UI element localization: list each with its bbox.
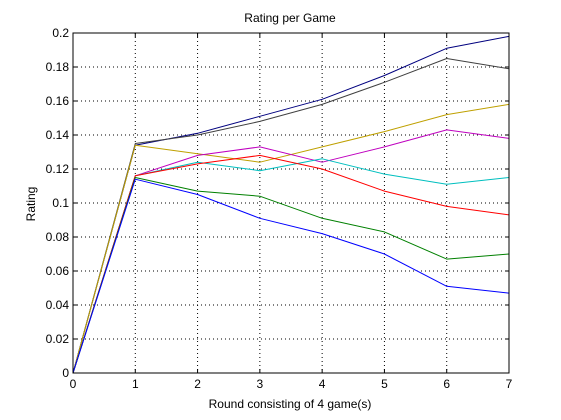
- x-tick-label: 5: [381, 377, 388, 391]
- series-line-2: [72, 58, 510, 374]
- chart-title: Rating per Game: [244, 11, 336, 25]
- x-tick-label: 4: [319, 377, 326, 391]
- series-line-4: [72, 129, 510, 374]
- y-tick-label: 0.08: [46, 230, 70, 244]
- x-tick-label: 0: [70, 377, 77, 391]
- y-tick-label: 0.16: [46, 94, 70, 108]
- series-line-1: [72, 35, 510, 374]
- y-tick-label: 0.2: [52, 26, 69, 40]
- axis-ticks: 0 1 2 3 4 5 6 7 0 0.02 0.04 0.06 0.08 0.1 0.12 0.14 0.16…: [46, 26, 513, 391]
- x-axis-label: Round consisting of 4 game(s): [209, 397, 372, 411]
- y-tick-label: 0.14: [46, 128, 70, 142]
- y-tick-label: 0: [62, 366, 69, 380]
- grid-lines: [73, 33, 509, 373]
- y-tick-label: 0.18: [46, 60, 70, 74]
- series-line-8: [72, 178, 510, 374]
- series-line-6: [72, 154, 510, 374]
- y-tick-label: 0.12: [46, 162, 70, 176]
- x-tick-label: 2: [194, 377, 201, 391]
- plot-area-frame: [72, 32, 510, 374]
- y-tick-label: 0.06: [46, 264, 70, 278]
- x-tick-label: 1: [132, 377, 139, 391]
- x-tick-label: 6: [443, 377, 450, 391]
- x-tick-label: 7: [506, 377, 513, 391]
- y-tick-label: 0.02: [46, 332, 70, 346]
- y-tick-label: 0.04: [46, 298, 70, 312]
- y-tick-label: 0.1: [52, 196, 69, 210]
- series-line-7: [72, 177, 510, 374]
- x-tick-label: 3: [257, 377, 264, 391]
- y-axis-label: Rating: [24, 187, 38, 222]
- series-lines: [72, 35, 510, 374]
- series-line-5: [72, 158, 510, 374]
